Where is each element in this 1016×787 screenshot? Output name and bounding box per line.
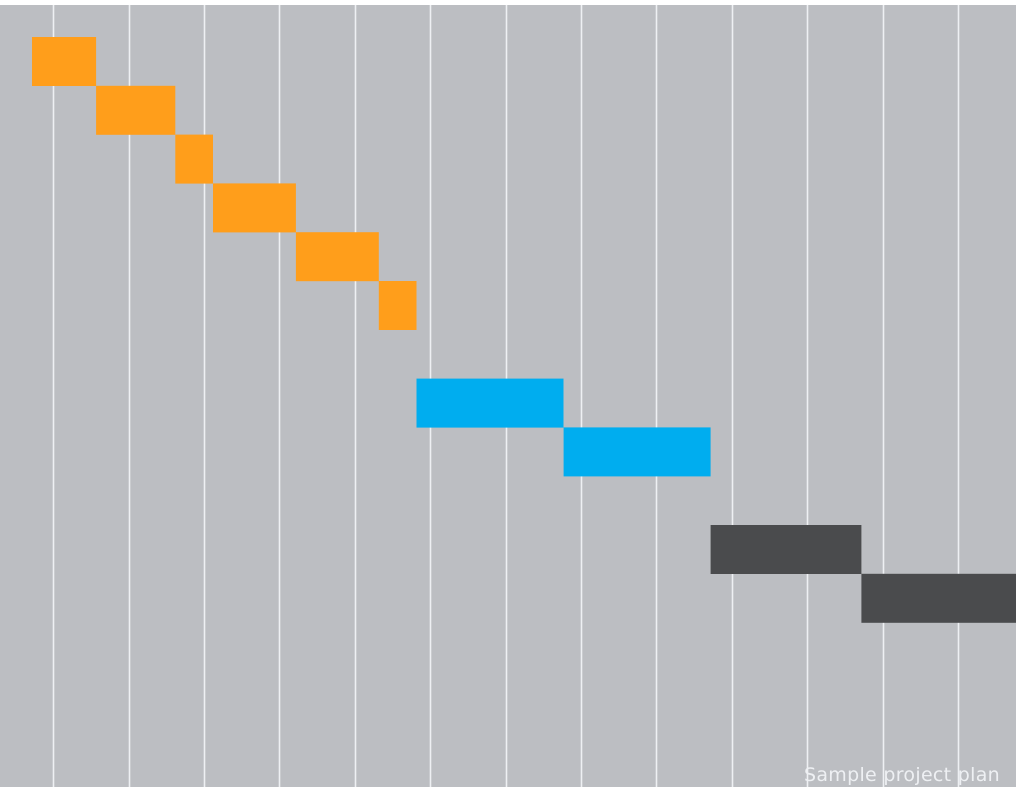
- task-bars: [32, 37, 1016, 623]
- task-bar-10: [861, 573, 1016, 623]
- task-bar-1: [32, 37, 97, 86]
- task-bar-9: [710, 525, 862, 574]
- task-bar-2: [96, 85, 176, 135]
- task-bar-5: [295, 232, 379, 282]
- task-bar-3: [175, 134, 213, 184]
- task-bar-8: [563, 427, 711, 477]
- chart-footer-label: Sample project plan: [804, 764, 1000, 786]
- task-bar-6: [378, 281, 417, 330]
- task-bar-7: [416, 378, 564, 428]
- task-bar-4: [213, 183, 296, 233]
